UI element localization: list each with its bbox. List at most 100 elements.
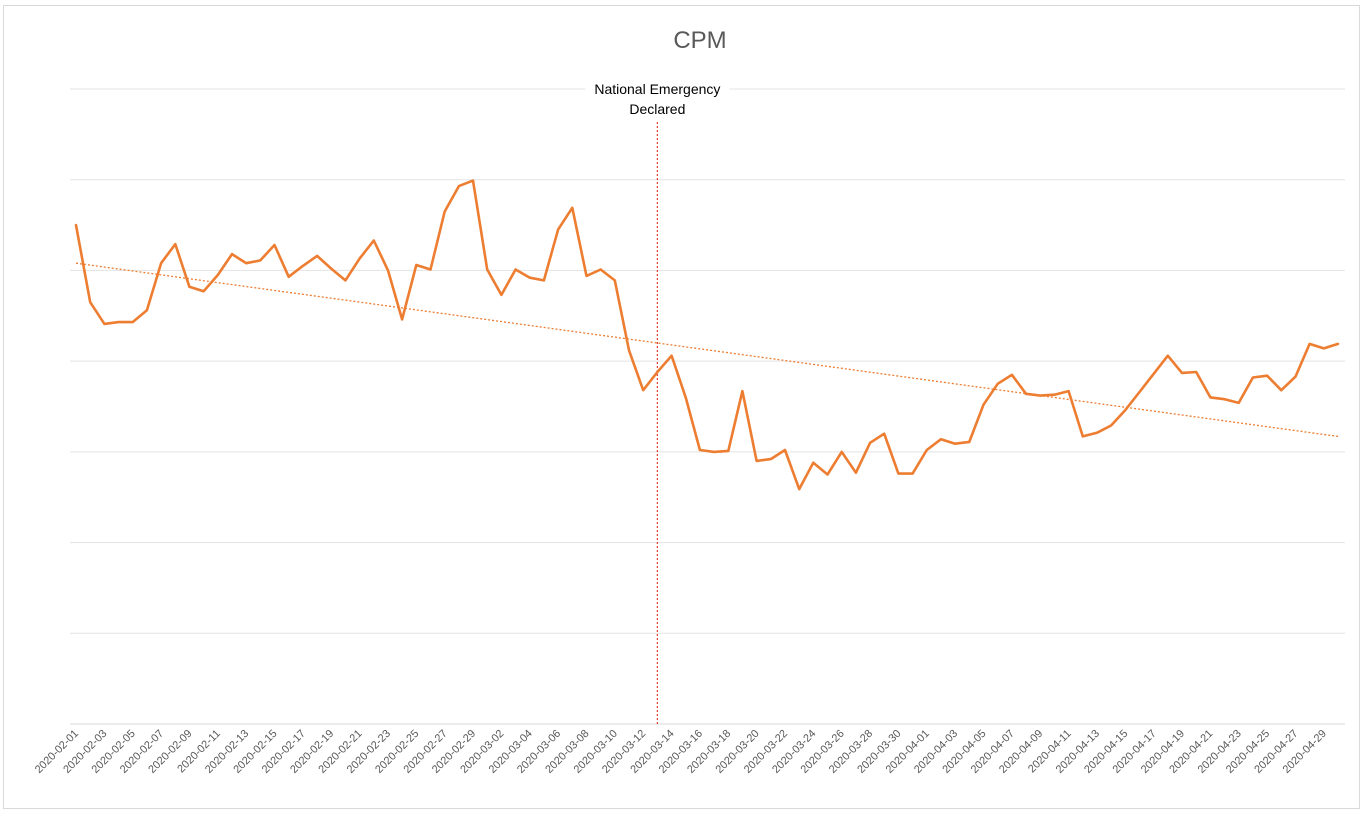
x-axis-tick-labels: 2020-02-012020-02-032020-02-052020-02-07…	[33, 728, 1329, 776]
data-point	[217, 274, 219, 276]
data-point	[926, 449, 928, 451]
data-point	[75, 224, 77, 226]
data-point	[1039, 394, 1041, 396]
data-point	[1266, 374, 1268, 376]
data-point	[940, 438, 942, 440]
data-point	[1096, 432, 1098, 434]
chart-frame	[3, 5, 1360, 809]
data-point	[188, 286, 190, 288]
data-point	[1252, 376, 1254, 378]
data-point	[741, 390, 743, 392]
data-point	[1011, 374, 1013, 376]
data-point	[599, 268, 601, 270]
data-point	[1238, 402, 1240, 404]
data-point	[784, 449, 786, 451]
data-point	[273, 244, 275, 246]
data-point	[117, 321, 119, 323]
data-point	[670, 355, 672, 357]
data-point	[1067, 390, 1069, 392]
data-point	[656, 371, 658, 373]
annotation-line-1: National Emergency	[594, 81, 720, 97]
series-polyline	[74, 179, 1340, 491]
data-point	[1337, 343, 1339, 345]
data-point	[103, 323, 105, 325]
event-annotation: National Emergency Declared	[585, 79, 730, 724]
data-point	[1167, 355, 1169, 357]
data-point	[344, 279, 346, 281]
data-point	[685, 396, 687, 398]
data-point	[614, 279, 616, 281]
data-point	[699, 449, 701, 451]
data-point	[1181, 372, 1183, 374]
data-point	[415, 264, 417, 266]
data-point	[472, 179, 474, 181]
data-point	[642, 389, 644, 391]
data-point	[387, 269, 389, 271]
data-point	[954, 442, 956, 444]
data-point	[897, 472, 899, 474]
data-point	[486, 268, 488, 270]
annotation-line-2: Declared	[629, 101, 685, 117]
data-point	[358, 257, 360, 259]
data-point	[883, 433, 885, 435]
data-point	[869, 442, 871, 444]
data-point	[982, 403, 984, 405]
data-point	[401, 318, 403, 320]
data-point	[1195, 371, 1197, 373]
data-point	[146, 309, 148, 311]
data-point	[1294, 375, 1296, 377]
data-point	[174, 243, 176, 245]
data-point	[755, 460, 757, 462]
data-point	[571, 207, 573, 209]
data-point	[1053, 394, 1055, 396]
data-point	[132, 321, 134, 323]
data-point	[160, 262, 162, 264]
data-point	[798, 488, 800, 490]
data-point	[330, 267, 332, 269]
data-point	[911, 472, 913, 474]
data-point	[727, 450, 729, 452]
data-point	[1082, 435, 1084, 437]
data-point	[1280, 389, 1282, 391]
data-point	[458, 185, 460, 187]
data-point	[231, 253, 233, 255]
data-point	[1152, 373, 1154, 375]
data-point	[429, 268, 431, 270]
trendline-line	[75, 262, 1339, 438]
data-point	[543, 279, 545, 281]
data-point	[1323, 347, 1325, 349]
data-point	[1209, 396, 1211, 398]
data-point	[770, 458, 772, 460]
data-point	[245, 262, 247, 264]
data-point	[557, 228, 559, 230]
data-point	[841, 451, 843, 453]
data-point	[812, 462, 814, 464]
data-point	[259, 259, 261, 261]
data-point	[1110, 424, 1112, 426]
data-point	[529, 276, 531, 278]
data-point	[1308, 343, 1310, 345]
data-point	[1025, 393, 1027, 395]
data-point	[443, 210, 445, 212]
trendline	[75, 262, 1339, 438]
data-point	[826, 473, 828, 475]
data-point	[302, 265, 304, 267]
data-point	[628, 349, 630, 351]
data-point	[996, 383, 998, 385]
data-point	[316, 255, 318, 257]
data-point	[89, 301, 91, 303]
data-point	[1124, 409, 1126, 411]
data-point	[287, 276, 289, 278]
series-line	[74, 179, 1340, 491]
data-point	[968, 441, 970, 443]
data-point	[202, 290, 204, 292]
annotation-text-background	[585, 79, 730, 95]
data-point	[1223, 398, 1225, 400]
data-point	[585, 275, 587, 277]
data-point	[855, 472, 857, 474]
data-point	[500, 294, 502, 296]
data-point	[1138, 391, 1140, 393]
chart-title: CPM	[673, 27, 726, 54]
data-point	[713, 451, 715, 453]
